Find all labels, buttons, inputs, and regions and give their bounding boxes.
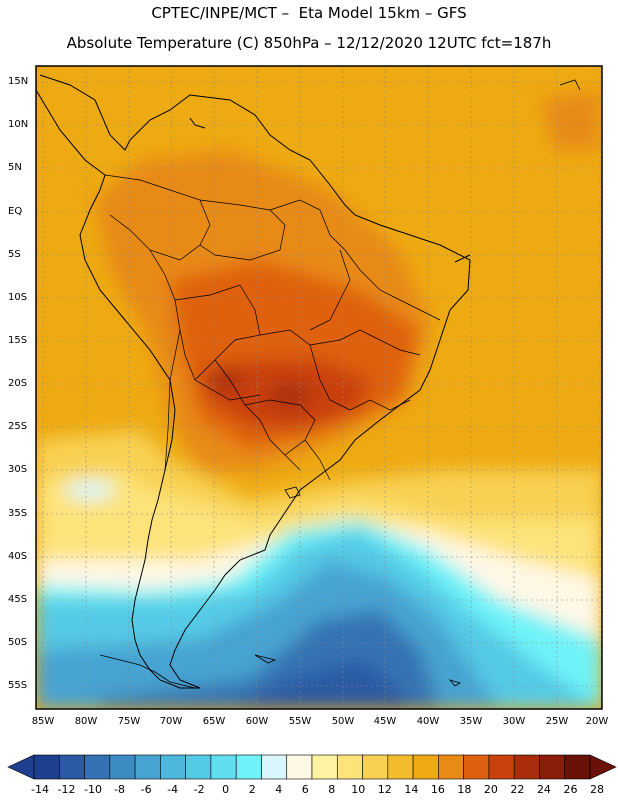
lat-label: EQ <box>8 206 23 217</box>
lon-label: 55W <box>288 716 312 727</box>
colorbar-label: 6 <box>301 783 309 796</box>
lat-label: 50S <box>8 637 28 648</box>
colorbar-label: 28 <box>590 783 604 796</box>
lat-label: 5N <box>8 162 22 173</box>
colorbar-swatch <box>134 754 161 780</box>
graticule <box>36 66 602 709</box>
colorbar-high-arrow <box>589 754 617 780</box>
colorbar-swatch <box>58 754 85 780</box>
colorbar-swatch <box>160 754 186 780</box>
colorbar-label: 8 <box>328 783 336 796</box>
colorbar-label: -14 <box>31 783 49 796</box>
colorbar-swatch <box>286 754 313 780</box>
map-frame <box>35 65 603 710</box>
colorbar-label: 2 <box>248 783 256 796</box>
colorbar <box>7 754 617 780</box>
title-line-1: CPTEC/INPE/MCT – Eta Model 15km – GFS <box>151 4 467 22</box>
colorbar-swatch <box>33 754 60 780</box>
lon-label: 35W <box>459 716 483 727</box>
lat-label: 5S <box>8 249 21 260</box>
lat-label: 25S <box>8 421 28 432</box>
lon-label: 65W <box>202 716 226 727</box>
lon-label: 30W <box>502 716 526 727</box>
colorbar-low-arrow <box>7 754 35 780</box>
colorbar-label: 26 <box>563 783 578 796</box>
colorbar-label: -2 <box>193 783 205 796</box>
colorbar-swatch <box>488 754 515 780</box>
lon-label: 50W <box>331 716 355 727</box>
colorbar-label: -10 <box>84 783 103 796</box>
colorbar-swatch <box>412 754 439 780</box>
lon-label: 60W <box>245 716 269 727</box>
lat-label: 10S <box>8 292 28 303</box>
colorbar-swatch <box>210 754 237 780</box>
title-line-2: Absolute Temperature (C) 850hPa – 12/12/… <box>66 34 552 52</box>
colorbar-swatch <box>463 754 490 780</box>
lat-label: 15S <box>8 335 28 346</box>
lat-label: 45S <box>8 594 28 605</box>
lat-label: 20S <box>8 378 28 389</box>
colorbar-label: 14 <box>404 783 419 796</box>
colorbar-label: 20 <box>483 783 498 796</box>
lon-label: 45W <box>373 716 397 727</box>
colorbar-label: 12 <box>377 783 392 796</box>
colorbar-swatch <box>84 754 111 780</box>
colorbar-label: -6 <box>140 783 152 796</box>
colorbar-label: -12 <box>57 783 76 796</box>
colorbar-label: 22 <box>510 783 525 796</box>
lon-label: 40W <box>416 716 440 727</box>
colorbar-label: 16 <box>430 783 445 796</box>
colorbar-label: -4 <box>167 783 179 796</box>
lat-label: 35S <box>8 508 28 519</box>
lon-label: 70W <box>159 716 183 727</box>
country-borders <box>104 174 441 481</box>
colorbar-swatch <box>362 754 389 780</box>
colorbar-swatch <box>564 754 591 780</box>
lon-label: 80W <box>74 716 98 727</box>
lat-label: 40S <box>8 551 28 562</box>
colorbar-label: -8 <box>114 783 126 796</box>
colorbar-swatch <box>539 754 566 780</box>
lon-label: 85W <box>31 716 55 727</box>
lat-label: 30S <box>8 464 28 475</box>
colorbar-label: 10 <box>351 783 366 796</box>
colorbar-label: 18 <box>457 783 472 796</box>
colorbar-label: 4 <box>275 783 283 796</box>
lon-label: 75W <box>117 716 141 727</box>
colorbar-swatch <box>235 754 262 780</box>
colorbar-swatch <box>438 754 464 780</box>
colorbar-swatch <box>513 754 540 780</box>
lat-label: 15N <box>8 76 29 87</box>
lon-label: 20W <box>585 716 609 727</box>
lon-label: 25W <box>545 716 569 727</box>
temperature-field <box>36 66 602 709</box>
colorbar-swatch <box>185 754 212 780</box>
lat-label: 55S <box>8 680 28 691</box>
colorbar-swatch <box>109 754 136 780</box>
colorbar-label: 0 <box>222 783 230 796</box>
colorbar-label: 24 <box>536 783 551 796</box>
colorbar-swatch <box>387 754 414 780</box>
islands <box>99 79 581 689</box>
colorbar-swatch <box>261 754 288 780</box>
lat-label: 10N <box>8 119 29 130</box>
colorbar-swatch <box>311 754 338 780</box>
colorbar-swatch <box>336 754 363 780</box>
